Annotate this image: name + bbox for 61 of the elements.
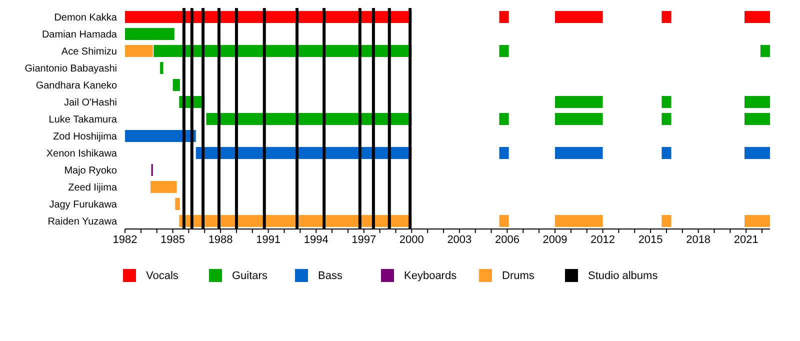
bar xyxy=(499,215,509,227)
bar xyxy=(662,11,672,23)
bar xyxy=(499,11,509,23)
x-tick-label: 2003 xyxy=(447,234,472,246)
bar xyxy=(172,79,180,91)
bar xyxy=(499,45,509,57)
x-tick-label: 1994 xyxy=(304,234,328,246)
bar xyxy=(555,113,603,125)
x-tick-label: 1985 xyxy=(160,234,186,246)
bar xyxy=(760,45,770,57)
legend-label: Guitars xyxy=(232,270,268,282)
y-tick-label: Demon Kakka xyxy=(54,12,118,24)
y-tick-label: Xenon Ishikawa xyxy=(46,148,118,160)
x-tick-label: 2012 xyxy=(590,234,616,246)
bar xyxy=(744,215,770,227)
x-tick-label: 2000 xyxy=(399,234,424,246)
x-tick-label: 2018 xyxy=(686,234,711,246)
bar xyxy=(662,215,672,227)
bar xyxy=(662,113,672,125)
y-tick-label: Zod Hoshijima xyxy=(53,132,118,142)
bar xyxy=(744,96,770,108)
x-tick-label: 1997 xyxy=(352,234,376,246)
y-tick-label: Ace Shimizu xyxy=(61,46,117,58)
y-tick-label: Raiden Yuzawa xyxy=(48,216,118,228)
bar xyxy=(175,198,180,210)
x-tick-label: 2009 xyxy=(542,234,568,246)
legend-label: Vocals xyxy=(146,270,178,282)
y-tick-label: Giantonio Babayashi xyxy=(24,64,117,74)
x-tick-label: 2006 xyxy=(494,234,520,246)
bar xyxy=(125,28,174,40)
y-tick-label: Gandhara Kaneko xyxy=(36,80,118,92)
bar xyxy=(662,96,672,108)
y-tick-label: Jail O'Hashi xyxy=(64,98,117,108)
bar xyxy=(499,147,509,159)
y-tick-label: Jagy Furukawa xyxy=(49,200,118,210)
bar xyxy=(555,215,603,227)
bar xyxy=(744,147,770,159)
bar xyxy=(499,113,509,125)
bar xyxy=(555,11,603,23)
x-tick-label: 2021 xyxy=(734,234,758,246)
bar xyxy=(744,11,770,23)
bar xyxy=(150,181,177,193)
y-tick-label: Zeed Iijima xyxy=(68,182,118,194)
bar xyxy=(555,147,603,159)
y-tick-label: Majo Ryoko xyxy=(64,166,118,176)
x-tick-label: 1988 xyxy=(208,234,233,246)
y-tick-label: Luke Takamura xyxy=(48,114,118,126)
y-tick-label: Damian Hamada xyxy=(42,30,118,40)
x-tick-label: 1982 xyxy=(112,234,138,246)
legend-label: Drums xyxy=(502,270,534,282)
bar xyxy=(744,113,770,125)
legend-label: Keyboards xyxy=(404,270,457,282)
bar xyxy=(125,45,153,57)
legend-label: Studio albums xyxy=(588,270,658,282)
x-tick-label: 1991 xyxy=(256,234,281,246)
bar xyxy=(662,147,672,159)
x-tick-label: 2015 xyxy=(638,234,663,246)
bar xyxy=(555,96,603,108)
legend-label: Bass xyxy=(318,270,342,282)
bar xyxy=(160,62,164,74)
bar xyxy=(125,130,196,142)
